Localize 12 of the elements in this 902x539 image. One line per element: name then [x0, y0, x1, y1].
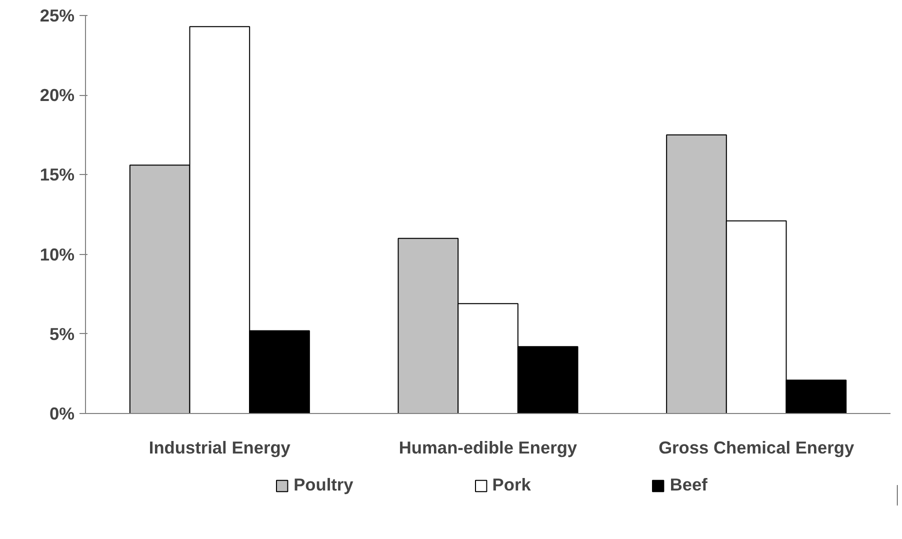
y-tick-label: 20%	[40, 85, 75, 106]
x-tick-label: Human-edible Energy	[398, 438, 578, 458]
y-tick-label: 25%	[40, 6, 75, 26]
x-tick-label: Gross Chemical Energy	[658, 438, 854, 458]
y-tick-label: 5%	[49, 324, 74, 344]
legend-label: Beef	[670, 474, 708, 496]
y-tick-label: 0%	[49, 404, 74, 424]
y-tick-label: 10%	[40, 244, 75, 264]
x-tick-label: Industrial Energy	[148, 438, 291, 458]
legend-label: Pork	[492, 474, 531, 496]
y-tick-label: 15%	[40, 164, 75, 185]
legend-label: Poultry	[294, 474, 354, 496]
